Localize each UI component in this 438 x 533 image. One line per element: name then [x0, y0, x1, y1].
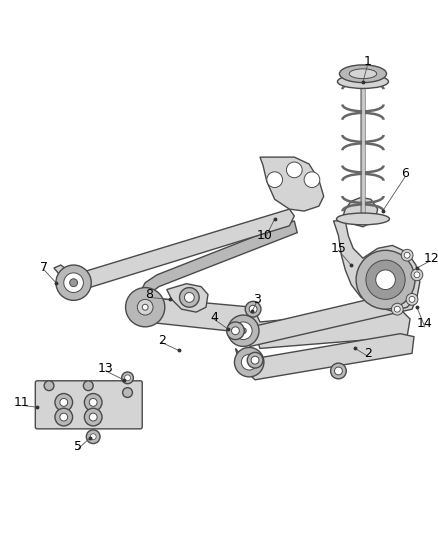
Text: 12: 12 [424, 252, 438, 265]
Text: 3: 3 [253, 293, 261, 306]
Circle shape [123, 387, 132, 398]
Text: 2: 2 [364, 347, 372, 360]
Circle shape [126, 288, 165, 327]
Circle shape [411, 269, 423, 281]
Circle shape [267, 172, 283, 188]
Polygon shape [334, 221, 420, 311]
Circle shape [70, 279, 78, 287]
Circle shape [331, 363, 346, 379]
Circle shape [184, 293, 194, 302]
Circle shape [85, 408, 102, 426]
Circle shape [122, 372, 134, 384]
Circle shape [60, 399, 68, 406]
Circle shape [86, 430, 100, 443]
Circle shape [356, 251, 415, 309]
Circle shape [406, 294, 418, 305]
Circle shape [234, 348, 264, 377]
Circle shape [234, 322, 252, 340]
Polygon shape [260, 157, 324, 211]
Polygon shape [167, 284, 208, 312]
Circle shape [366, 260, 405, 300]
Ellipse shape [337, 75, 389, 88]
Polygon shape [236, 334, 414, 380]
Circle shape [180, 288, 199, 307]
Ellipse shape [349, 69, 377, 79]
Circle shape [404, 252, 410, 258]
Circle shape [55, 408, 73, 426]
Circle shape [401, 249, 413, 261]
Text: 10: 10 [257, 229, 273, 242]
Polygon shape [341, 197, 378, 227]
Circle shape [90, 434, 96, 440]
Circle shape [240, 328, 246, 334]
Circle shape [304, 172, 320, 188]
Circle shape [226, 322, 244, 340]
Circle shape [335, 367, 343, 375]
Text: 6: 6 [401, 167, 409, 180]
Circle shape [85, 393, 102, 411]
Text: 4: 4 [210, 311, 218, 324]
Circle shape [228, 315, 259, 346]
Text: 8: 8 [145, 288, 153, 301]
Circle shape [249, 305, 257, 313]
Text: 7: 7 [40, 262, 48, 274]
Circle shape [138, 300, 153, 315]
Circle shape [286, 162, 302, 177]
Circle shape [56, 265, 91, 300]
Text: 14: 14 [417, 317, 433, 330]
Circle shape [414, 272, 420, 278]
Text: 11: 11 [14, 396, 29, 409]
Circle shape [251, 356, 259, 364]
Circle shape [245, 301, 261, 317]
Polygon shape [138, 221, 297, 297]
Circle shape [44, 381, 54, 391]
Text: 2: 2 [158, 334, 166, 347]
Ellipse shape [336, 213, 389, 225]
Text: 1: 1 [364, 55, 372, 68]
Text: 13: 13 [98, 361, 114, 375]
Circle shape [241, 354, 257, 370]
FancyBboxPatch shape [35, 381, 142, 429]
Polygon shape [236, 292, 417, 346]
Text: 5: 5 [74, 440, 82, 453]
Circle shape [392, 303, 403, 315]
Polygon shape [54, 209, 294, 293]
Circle shape [376, 270, 396, 289]
Circle shape [89, 399, 97, 406]
Circle shape [124, 375, 131, 381]
Circle shape [83, 381, 93, 391]
Circle shape [409, 296, 415, 302]
Text: 15: 15 [331, 242, 346, 255]
Circle shape [89, 413, 97, 421]
Circle shape [142, 304, 148, 310]
Circle shape [60, 413, 68, 421]
Ellipse shape [339, 65, 386, 83]
Circle shape [247, 352, 263, 368]
Circle shape [394, 306, 400, 312]
Circle shape [64, 273, 83, 293]
Circle shape [55, 393, 73, 411]
Circle shape [232, 327, 239, 335]
Polygon shape [138, 297, 410, 349]
